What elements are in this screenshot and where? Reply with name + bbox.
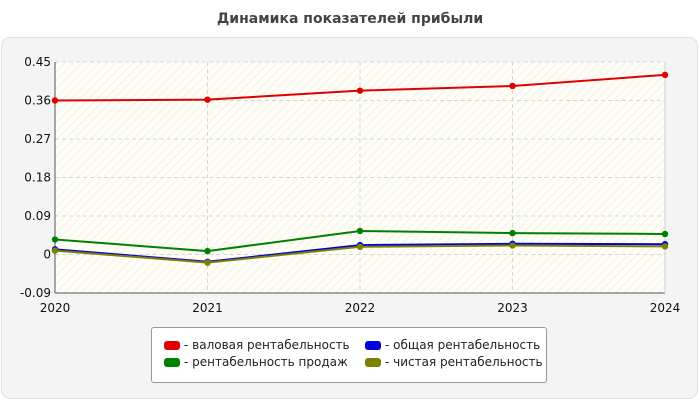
data-point <box>661 71 669 79</box>
x-tick-label: 2022 <box>345 301 376 315</box>
series-0 <box>51 71 669 104</box>
legend-label-sales-margin: - рентабельность продаж <box>184 355 348 369</box>
data-point <box>661 230 669 238</box>
legend-label-net-margin: - чистая рентабельность <box>385 355 543 369</box>
data-point <box>509 242 516 249</box>
x-tick-label: 2020 <box>40 301 71 315</box>
y-tick-label: -0.09 <box>20 286 51 300</box>
x-tick-label: 2023 <box>497 301 528 315</box>
legend-swatch-net-margin <box>365 357 381 367</box>
data-point <box>51 236 59 243</box>
data-point <box>356 243 364 250</box>
legend-swatch-gross-margin <box>164 340 180 350</box>
legend-item-net-margin: - чистая рентабельность <box>365 354 543 370</box>
x-tick-label: 2024 <box>650 301 681 315</box>
data-point <box>204 96 211 103</box>
y-tick-label: 0.27 <box>24 132 51 146</box>
data-point <box>509 82 516 90</box>
data-point <box>51 97 59 104</box>
legend-label-total-margin: - общая рентабельность <box>385 338 541 352</box>
legend-label-gross-margin: - валовая рентабельность <box>184 338 350 352</box>
series-2 <box>51 227 669 255</box>
data-point <box>356 87 364 94</box>
y-tick-label: 0.45 <box>24 55 51 69</box>
series-3 <box>51 242 669 266</box>
legend-item-gross-margin: - валовая рентабельность <box>164 337 350 353</box>
data-point <box>356 227 364 235</box>
y-tick-label: 0.09 <box>24 209 51 223</box>
legend-swatch-total-margin <box>365 340 381 350</box>
data-point <box>204 259 211 266</box>
data-point <box>204 247 211 255</box>
y-tick-label: 0.36 <box>24 94 51 108</box>
data-point <box>661 243 669 250</box>
data-point <box>51 247 59 254</box>
legend-item-total-margin: - общая рентабельность <box>365 337 540 353</box>
legend-item-sales-margin: - рентабельность продаж <box>164 354 348 370</box>
x-tick-label: 2021 <box>192 301 223 315</box>
y-tick-label: 0 <box>43 248 51 262</box>
legend: - валовая рентабельность - общая рентабе… <box>151 327 547 383</box>
chart-title: Динамика показателей прибыли <box>216 11 484 27</box>
data-point <box>509 229 516 237</box>
legend-swatch-sales-margin <box>164 357 180 367</box>
y-tick-label: 0.18 <box>24 171 51 185</box>
